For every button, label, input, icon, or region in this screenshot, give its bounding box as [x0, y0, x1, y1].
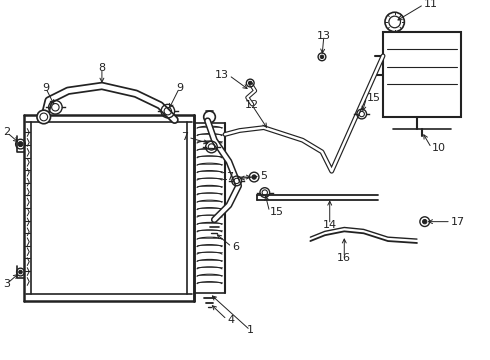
Text: 7: 7: [181, 132, 188, 142]
Text: 9: 9: [42, 83, 49, 93]
Text: 17: 17: [220, 172, 235, 182]
Circle shape: [18, 142, 23, 147]
Circle shape: [248, 81, 252, 85]
Text: 9: 9: [176, 83, 183, 93]
Text: 13: 13: [317, 31, 331, 41]
Text: 3: 3: [3, 279, 10, 289]
Text: 12: 12: [245, 100, 259, 110]
Text: 17: 17: [451, 217, 465, 227]
Text: 6: 6: [232, 242, 239, 252]
Text: 11: 11: [424, 0, 438, 9]
Text: 5: 5: [260, 171, 267, 181]
Text: 8: 8: [98, 63, 105, 73]
Circle shape: [37, 110, 50, 124]
Text: 13: 13: [215, 70, 229, 80]
Circle shape: [385, 12, 404, 32]
Bar: [31, 122, 187, 294]
Circle shape: [320, 55, 324, 59]
Text: 14: 14: [322, 220, 337, 230]
Text: 4: 4: [227, 315, 234, 325]
Text: 15: 15: [270, 207, 284, 217]
Bar: [383, 32, 461, 117]
Text: 1: 1: [247, 325, 254, 335]
Text: 15: 15: [367, 93, 381, 103]
Text: 10: 10: [432, 143, 445, 153]
Text: 2: 2: [3, 127, 10, 138]
Text: 16: 16: [337, 252, 351, 262]
Circle shape: [422, 220, 427, 224]
Circle shape: [252, 175, 256, 179]
Circle shape: [19, 270, 22, 274]
